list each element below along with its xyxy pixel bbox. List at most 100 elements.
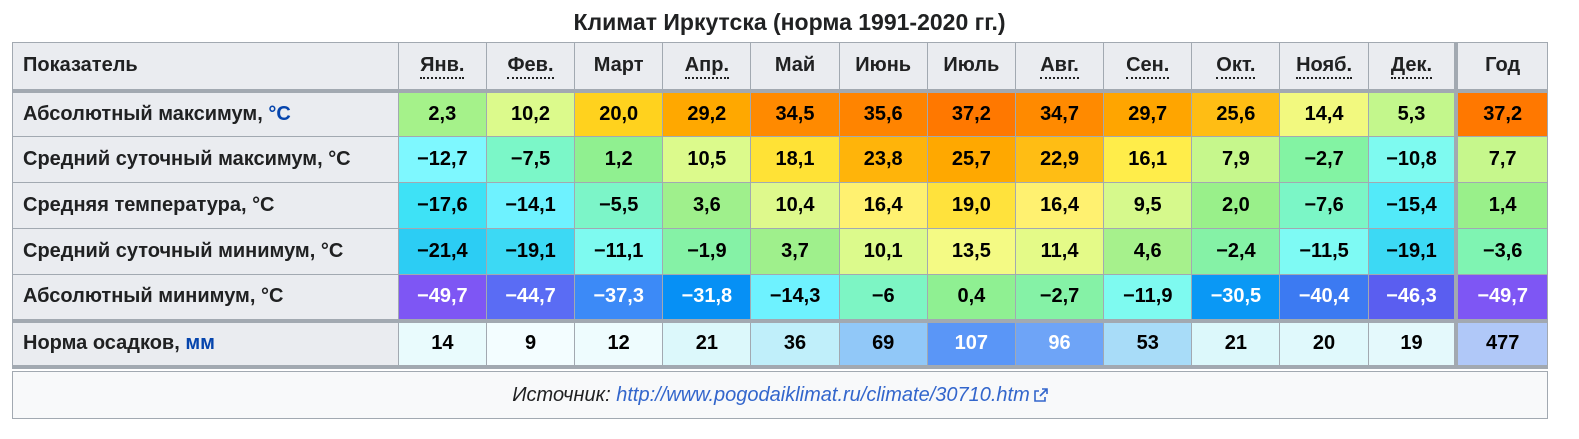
year-cell: 7,7 [1454, 136, 1549, 183]
table-cell: 21 [1191, 318, 1281, 369]
table-caption: Климат Иркутска (норма 1991-2020 гг.) [573, 9, 1006, 35]
header-month[interactable]: Янв. [397, 42, 487, 93]
table-cell: 69 [838, 318, 928, 369]
table-cell: −11,5 [1279, 228, 1369, 275]
header-month: Июль [926, 42, 1016, 93]
table-cell: 36 [750, 318, 840, 369]
table-cell: 25,6 [1191, 90, 1281, 137]
header-month-label[interactable]: Фев. [507, 54, 554, 80]
source-label: Источник: [512, 384, 617, 406]
table-cell: −11,1 [574, 228, 664, 275]
table-cell: 20,0 [574, 90, 664, 137]
table-cell: 13,5 [926, 228, 1016, 275]
table-row: Средняя температура, °C −17,6 −14,1 −5,5 3,6… [12, 182, 1549, 229]
table-cell: 9 [485, 318, 576, 369]
table-cell: −7,6 [1279, 182, 1369, 229]
source-footer: Источник: http://www.pogodaiklimat.ru/cl… [12, 371, 1548, 419]
table-row: Норма осадков, мм 14 9 12 21 36 69 107 96 53 21 20 1… [12, 318, 1549, 369]
header-month[interactable]: Нояб. [1279, 42, 1369, 93]
table-cell: 34,5 [750, 90, 840, 137]
header-month-label[interactable]: Апр. [684, 54, 729, 80]
table-cell: 3,7 [750, 228, 840, 275]
row-label-text: Норма осадков, [23, 332, 186, 354]
table-cell: 18,1 [750, 136, 840, 183]
table-row: Абсолютный минимум, °C −49,7 −44,7 −37,3 −31… [12, 274, 1549, 321]
table-row: Абсолютный максимум, °C 2,3 10,2 20,0 29,2 34… [12, 90, 1549, 137]
header-month: Июнь [838, 42, 928, 93]
row-label-text: Средний суточный минимум, [23, 240, 321, 262]
header-month-label: Июнь [855, 54, 912, 77]
table-cell: 3,6 [662, 182, 752, 229]
external-link-icon[interactable] [1033, 373, 1048, 419]
row-label-text: Абсолютный максимум, [23, 102, 269, 125]
header-month: Март [574, 42, 664, 93]
header-month[interactable]: Окт. [1191, 42, 1281, 93]
table-cell: 20 [1279, 318, 1369, 369]
header-month-label[interactable]: Авг. [1040, 54, 1079, 80]
table-cell: 10,5 [662, 136, 752, 183]
table-cell: −7,5 [485, 136, 576, 183]
header-month[interactable]: Сен. [1103, 42, 1193, 93]
year-cell: −49,7 [1454, 274, 1549, 321]
table-cell: 0,4 [926, 274, 1016, 321]
table-cell: −30,5 [1191, 274, 1281, 321]
table-cell: −46,3 [1367, 274, 1457, 321]
table-cell: 2,0 [1191, 182, 1281, 229]
table-cell: 25,7 [926, 136, 1016, 183]
table-cell: −2,7 [1014, 274, 1105, 321]
table-cell: 10,4 [750, 182, 840, 229]
table-cell: −40,4 [1279, 274, 1369, 321]
row-label: Абсолютный минимум, °C [12, 274, 399, 321]
table-cell: −17,6 [397, 182, 487, 229]
table-cell: 16,4 [1014, 182, 1105, 229]
header-month-label[interactable]: Дек. [1390, 54, 1433, 80]
row-unit[interactable]: мм [185, 332, 215, 354]
table-cell: 19 [1367, 318, 1457, 369]
year-cell: 1,4 [1454, 182, 1549, 229]
table-cell: 53 [1103, 318, 1193, 369]
header-month-label: Июль [943, 54, 1000, 77]
row-unit: °C [252, 194, 275, 216]
header-month-label[interactable]: Янв. [420, 54, 465, 80]
row-label: Средний суточный максимум, °C [12, 136, 399, 183]
table-cell: 10,1 [838, 228, 928, 275]
row-label: Абсолютный максимум, °C [12, 90, 399, 137]
source-link[interactable]: http://www.pogodaiklimat.ru/climate/3071… [616, 384, 1030, 406]
header-month-label[interactable]: Сен. [1126, 54, 1170, 80]
table-cell: −19,1 [485, 228, 576, 275]
header-month[interactable]: Апр. [662, 42, 752, 93]
year-cell: −3,6 [1454, 228, 1549, 275]
climate-table: Показатель Янв. Фев. Март Апр. Май Июнь Июль Ав… [12, 42, 1549, 369]
table-cell: 21 [662, 318, 752, 369]
year-cell: 477 [1454, 318, 1549, 369]
header-month[interactable]: Фев. [485, 42, 576, 93]
table-cell: 34,7 [1014, 90, 1105, 137]
table-cell: 2,3 [397, 90, 487, 137]
table-cell: 11,4 [1014, 228, 1105, 275]
table-cell: 10,2 [485, 90, 576, 137]
row-unit[interactable]: °C [268, 102, 291, 125]
header-month-label[interactable]: Нояб. [1296, 54, 1353, 80]
table-cell: 14 [397, 318, 487, 369]
header-month[interactable]: Дек. [1367, 42, 1457, 93]
table-cell: −12,7 [397, 136, 487, 183]
table-cell: 37,2 [926, 90, 1016, 137]
header-row: Показатель Янв. Фев. Март Апр. Май Июнь Июль Ав… [12, 42, 1549, 93]
table-cell: −21,4 [397, 228, 487, 275]
table-cell: 19,0 [926, 182, 1016, 229]
row-label-text: Абсолютный минимум, [23, 285, 261, 308]
row-unit: °C [320, 240, 344, 262]
table-cell: 29,2 [662, 90, 752, 137]
table-cell: −2,4 [1191, 228, 1281, 275]
table-cell: 16,1 [1103, 136, 1193, 183]
header-month[interactable]: Авг. [1014, 42, 1105, 93]
table-cell: −10,8 [1367, 136, 1457, 183]
table-cell: 4,6 [1103, 228, 1193, 275]
table-cell: −31,8 [662, 274, 752, 321]
table-cell: 23,8 [838, 136, 928, 183]
row-label: Средняя температура, °C [12, 182, 399, 229]
table-cell: 96 [1014, 318, 1105, 369]
table-cell: 1,2 [574, 136, 664, 183]
header-month-label[interactable]: Окт. [1216, 54, 1256, 80]
table-cell: 5,3 [1367, 90, 1457, 137]
